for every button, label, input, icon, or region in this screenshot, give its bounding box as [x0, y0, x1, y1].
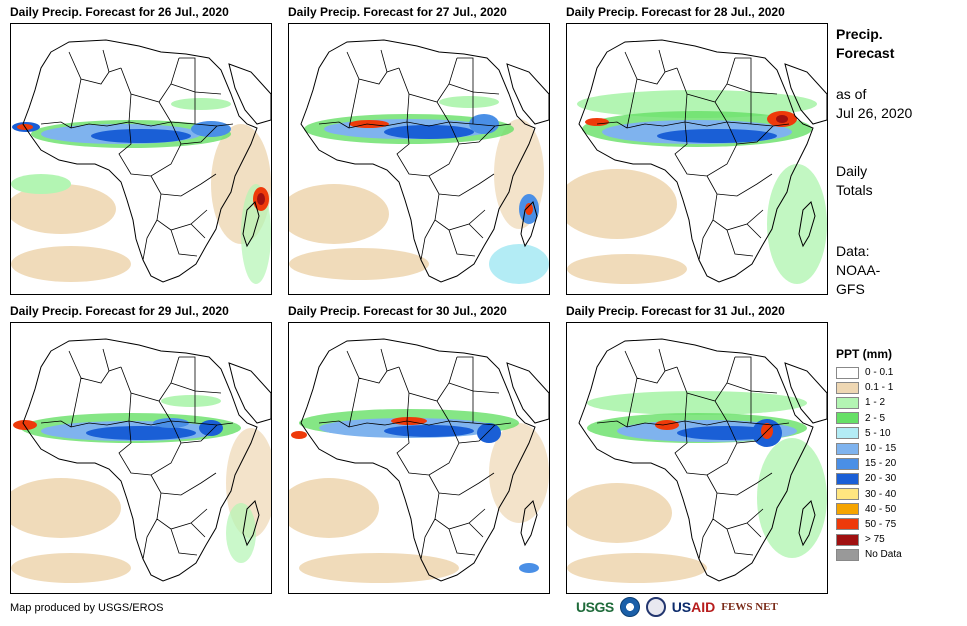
forecast-panel-29-jul: Daily Precip. Forecast for 29 Jul., 2020	[10, 304, 272, 594]
legend-item: 30 - 40	[836, 487, 961, 502]
forecast-panel-26-jul: Daily Precip. Forecast for 26 Jul., 2020	[10, 5, 272, 295]
legend-rows: 0 - 0.1 0.1 - 1 1 - 2 2 - 5 5 - 10 10 - 15 15 …	[836, 365, 961, 562]
africa-precip-map	[567, 338, 827, 583]
logo-strip: USGS USAID FEWS NET	[576, 594, 778, 620]
africa-precip-map	[11, 338, 271, 583]
fews-net-logo: FEWS NET	[721, 601, 778, 613]
forecast-panel-28-jul: Daily Precip. Forecast for 28 Jul., 2020	[566, 5, 828, 295]
precip-map	[10, 322, 272, 594]
precip-legend: PPT (mm) 0 - 0.1 0.1 - 1 1 - 2 2 - 5 5 - 10 1…	[836, 347, 961, 562]
legend-swatch	[836, 548, 859, 561]
legend-swatch	[836, 533, 859, 546]
legend-item: 2 - 5	[836, 411, 961, 426]
legend-item: 1 - 2	[836, 395, 961, 410]
legend-item: 0 - 0.1	[836, 365, 961, 380]
noaa-logo	[619, 597, 640, 617]
legend-label: 40 - 50	[865, 503, 897, 515]
legend-label: 20 - 30	[865, 473, 897, 485]
legend-item: 5 - 10	[836, 426, 961, 441]
precip-field	[289, 96, 549, 284]
legend-item: 0.1 - 1	[836, 380, 961, 395]
data-line: Data:	[836, 243, 870, 259]
legend-item: 20 - 30	[836, 471, 961, 486]
legend-swatch	[836, 518, 859, 531]
legend-label: 0.1 - 1	[865, 382, 894, 394]
africa-precip-map	[289, 338, 549, 583]
africa-precip-map	[289, 39, 549, 284]
legend-label: No Data	[865, 549, 902, 561]
daily-line: Totals	[836, 182, 873, 198]
forecast-panel-31-jul: Daily Precip. Forecast for 31 Jul., 2020	[566, 304, 828, 594]
panel-title: Daily Precip. Forecast for 28 Jul., 2020	[566, 5, 785, 19]
legend-swatch	[836, 503, 859, 516]
legend-label: 2 - 5	[865, 412, 886, 424]
legend-item: 10 - 15	[836, 441, 961, 456]
precip-field	[567, 391, 827, 583]
panel-title: Daily Precip. Forecast for 29 Jul., 2020	[10, 304, 229, 318]
panel-title: Daily Precip. Forecast for 27 Jul., 2020	[288, 5, 507, 19]
usaid-logo: USAID	[672, 599, 716, 615]
legend-item: 50 - 75	[836, 517, 961, 532]
precip-map	[288, 23, 550, 295]
africa-precip-map	[567, 39, 827, 284]
legend-label: 50 - 75	[865, 518, 897, 530]
legend-label: 0 - 0.1	[865, 367, 894, 379]
legend-swatch	[836, 442, 859, 455]
legend-swatch	[836, 396, 859, 409]
precip-map	[288, 322, 550, 594]
panel-title: Daily Precip. Forecast for 26 Jul., 2020	[10, 5, 229, 19]
as-of-date: as of Jul 26, 2020	[836, 85, 912, 123]
precip-field	[11, 98, 271, 284]
precip-map	[566, 23, 828, 295]
title-line: Forecast	[836, 45, 895, 61]
forecast-panel-30-jul: Daily Precip. Forecast for 30 Jul., 2020	[288, 304, 550, 594]
legend-swatch	[836, 366, 859, 379]
data-source-label: Data: NOAA- GFS	[836, 242, 880, 299]
legend-item: 15 - 20	[836, 456, 961, 471]
usaid-logo-aid: AID	[691, 599, 716, 615]
panel-title: Daily Precip. Forecast for 31 Jul., 2020	[566, 304, 785, 318]
seal-logo	[645, 597, 666, 617]
legend-swatch	[836, 427, 859, 440]
legend-swatch	[836, 472, 859, 485]
asof-line: Jul 26, 2020	[836, 105, 913, 121]
usgs-logo: USGS	[576, 599, 614, 615]
usaid-logo-us: US	[671, 599, 692, 615]
precip-field	[289, 409, 549, 583]
legend-label: > 75	[865, 534, 885, 546]
side-title: Precip. Forecast	[836, 25, 894, 63]
data-line: NOAA-	[836, 262, 881, 278]
legend-swatch	[836, 381, 859, 394]
precip-map	[10, 23, 272, 295]
legend-swatch	[836, 412, 859, 425]
asof-line: as of	[836, 86, 867, 102]
daily-line: Daily	[836, 163, 868, 179]
legend-swatch	[836, 488, 859, 501]
legend-label: 30 - 40	[865, 488, 897, 500]
precip-map	[566, 322, 828, 594]
data-line: GFS	[836, 281, 865, 297]
panel-title: Daily Precip. Forecast for 30 Jul., 2020	[288, 304, 507, 318]
legend-label: 10 - 15	[865, 443, 897, 455]
map-credit: Map produced by USGS/EROS	[10, 602, 164, 614]
precip-field	[11, 395, 271, 583]
legend-item: > 75	[836, 532, 961, 547]
legend-label: 15 - 20	[865, 458, 897, 470]
legend-label: 1 - 2	[865, 397, 886, 409]
daily-totals-label: Daily Totals	[836, 162, 873, 200]
forecast-panel-27-jul: Daily Precip. Forecast for 27 Jul., 2020	[288, 5, 550, 295]
title-line: Precip.	[836, 26, 883, 42]
legend-item: No Data	[836, 547, 961, 562]
africa-precip-map	[11, 39, 271, 284]
legend-title: PPT (mm)	[836, 347, 893, 361]
legend-item: 40 - 50	[836, 502, 961, 517]
legend-label: 5 - 10	[865, 427, 891, 439]
legend-swatch	[836, 457, 859, 470]
precip-field	[567, 90, 827, 284]
